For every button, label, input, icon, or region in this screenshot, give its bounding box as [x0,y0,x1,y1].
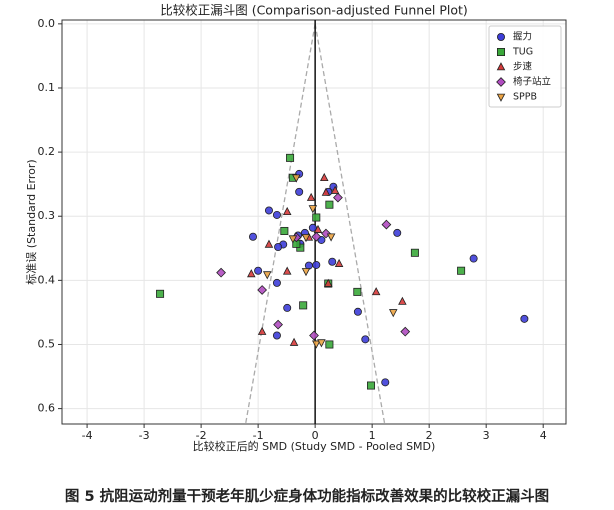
x-tick-label: 3 [483,429,490,442]
point [289,337,299,346]
legend-marker [496,77,506,87]
point [361,335,370,344]
point [264,239,274,248]
x-tick-label: -3 [139,429,150,442]
point [254,266,263,275]
y-tick-label: 0.0 [38,17,56,30]
point [319,172,329,182]
legend-marker [496,62,506,71]
funnel-line [314,23,386,425]
point [301,234,311,243]
point [371,287,381,296]
point [247,269,256,278]
x-axis-label: 比较校正后的 SMD (Study SMD - Pooled SMD) [193,439,436,453]
point [308,223,317,232]
point [308,205,318,214]
x-tick-label: 0 [312,429,319,442]
point [272,210,281,219]
x-tick-label: 2 [426,429,433,442]
y-tick-label: 0.6 [38,402,56,415]
point [325,340,334,349]
x-tick-label: -2 [196,429,207,442]
point [312,260,321,269]
point [330,185,340,194]
y-tick-label: 0.2 [38,145,56,158]
point [393,228,402,237]
point [272,278,281,287]
legend-label: 步速 [513,62,533,73]
legend-label: TUG [512,47,533,58]
point [367,381,376,390]
legend-marker [496,93,506,102]
point [325,200,334,209]
point [286,153,295,162]
point [309,330,319,341]
point [272,331,281,340]
y-tick-label: 0.3 [38,209,56,222]
legend-label: SPPB [513,92,537,103]
point [469,254,478,263]
point [381,219,392,230]
point [334,258,344,267]
point [328,257,337,266]
plot-frame [61,19,567,425]
x-tick-label: -4 [82,429,93,442]
point [299,301,308,310]
x-tick-label: 4 [540,429,547,442]
figure-caption: 图 5 抗阻运动剂量干预老年肌少症身体功能指标改善效果的比较校正漏斗图 [65,487,549,505]
point [274,243,283,252]
point [381,378,390,387]
point [282,206,292,216]
point [520,314,529,323]
point [248,232,257,241]
point [321,187,331,196]
y-axis-label: 标准误 (Standard Error) [24,159,38,284]
point [400,326,411,337]
point [398,296,407,305]
point [313,224,323,233]
point [326,233,336,242]
point [388,309,398,318]
point [457,266,466,275]
point [262,271,272,280]
point [333,192,343,203]
point [311,231,322,242]
point [301,268,311,277]
point [317,339,326,348]
point [257,326,267,335]
x-tick-label: 1 [369,429,376,442]
point [280,226,289,235]
point [321,228,331,239]
legend-marker [496,48,505,57]
point [264,206,273,215]
funnel-line [244,23,316,425]
legend-box [488,25,562,108]
legend-marker [496,33,505,42]
point [257,285,268,295]
point [288,235,298,244]
x-tick-label: -1 [253,429,264,442]
point [410,248,419,257]
legend-label: 握力 [513,31,532,43]
point [216,267,226,278]
point [353,287,362,296]
y-tick-label: 0.1 [38,81,56,94]
point [312,340,321,349]
point [323,278,333,287]
point [283,303,292,312]
y-tick-label: 0.4 [38,273,56,286]
point [312,213,321,222]
legend-label: 椅子站立 [513,76,551,88]
point [156,289,165,298]
point [295,187,304,196]
point [353,307,362,316]
point [306,192,316,201]
y-tick-label: 0.5 [38,337,56,350]
chart-title: 比较校正漏斗图 (Comparison-adjusted Funnel Plot… [160,3,468,18]
point [292,174,301,183]
point [273,319,283,330]
point [282,266,292,275]
